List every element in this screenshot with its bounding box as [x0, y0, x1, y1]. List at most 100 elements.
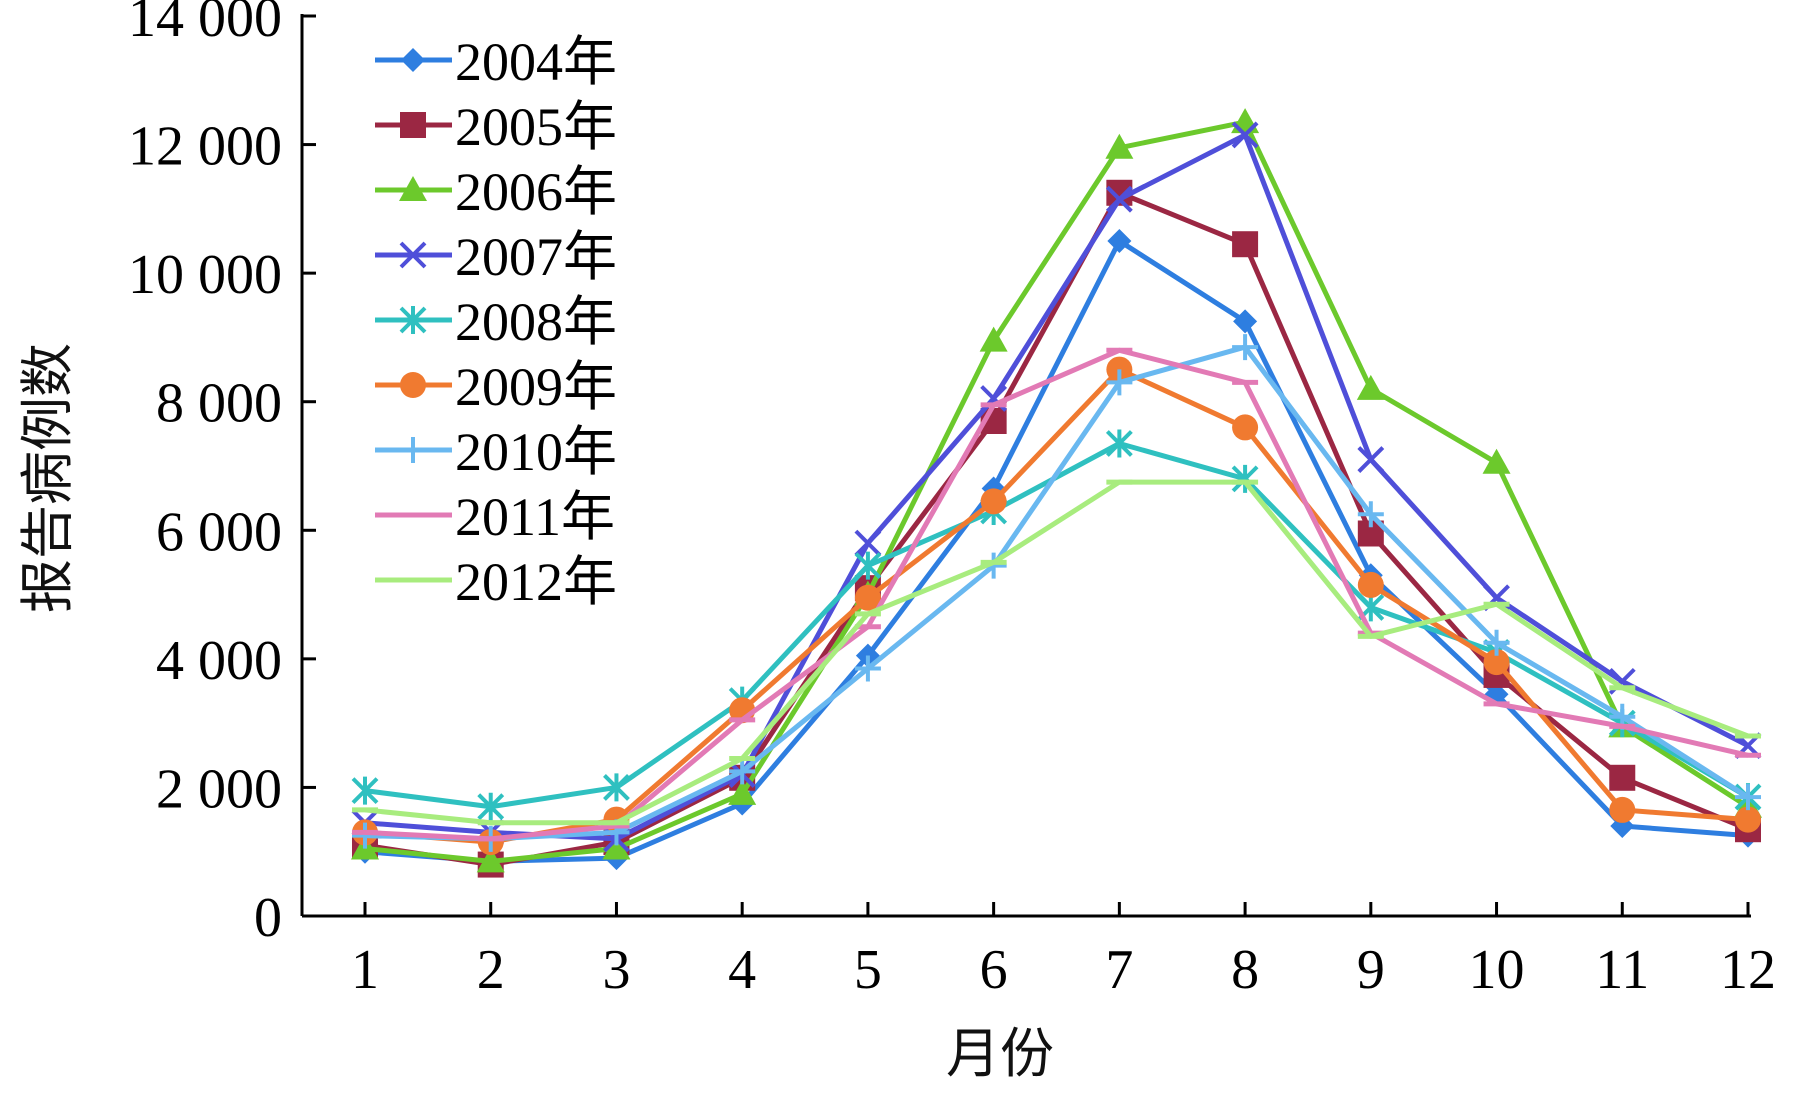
- legend-item: 2011年: [375, 487, 615, 547]
- legend-marker: [400, 112, 426, 138]
- legend-label: 2006年: [455, 162, 617, 222]
- data-point: [1107, 229, 1132, 253]
- data-point: [854, 584, 881, 611]
- data-point: [1482, 448, 1511, 474]
- x-tick-label: 10: [1469, 939, 1525, 1001]
- legend-label: 2011年: [455, 487, 615, 547]
- data-point: [1105, 133, 1134, 159]
- legend-marker: [399, 306, 427, 334]
- legend-item: 2006年: [375, 162, 617, 222]
- x-tick-label: 9: [1357, 939, 1385, 1001]
- data-point: [1735, 784, 1761, 811]
- data-point: [854, 655, 881, 682]
- legend-item: 2012年: [375, 552, 617, 612]
- x-tick-label: 11: [1595, 939, 1649, 1001]
- data-point: [854, 551, 882, 580]
- x-tick-label: 8: [1231, 939, 1259, 1001]
- data-point: [854, 529, 882, 557]
- y-tick-label: 12 000: [128, 116, 282, 178]
- data-point: [476, 847, 505, 873]
- x-tick-label: 4: [728, 939, 756, 1001]
- series-line: [364, 132, 1750, 842]
- y-tick-label: 4 000: [156, 630, 282, 692]
- x-tick-label: 1: [351, 939, 379, 1001]
- y-tick-label: 2 000: [156, 758, 282, 820]
- axes: [300, 14, 1751, 918]
- data-point: [979, 326, 1008, 352]
- data-point: [1609, 764, 1636, 791]
- x-tick-label: 2: [477, 939, 505, 1001]
- series-layer: [351, 108, 1762, 878]
- data-point: [1232, 231, 1259, 258]
- data-point: [1105, 185, 1133, 213]
- legend-item: 2004年: [375, 32, 617, 92]
- y-tick-label: 14 000: [128, 0, 282, 49]
- x-tick-label: 6: [980, 939, 1008, 1001]
- data-point: [1483, 649, 1510, 676]
- legend-marker: [399, 176, 427, 201]
- data-point: [1356, 374, 1385, 400]
- y-ticks: 0 2 000 4 000 6 000 8 000 10 000 12 000 14 000: [128, 0, 316, 949]
- series-line: [364, 238, 1749, 864]
- data-point: [1105, 429, 1133, 458]
- legend-label: 2008年: [455, 292, 617, 352]
- data-point: [1231, 464, 1259, 493]
- legend-label: 2012年: [455, 552, 617, 612]
- data-point: [1232, 414, 1259, 441]
- data-point: [1357, 571, 1384, 598]
- legend-label: 2004年: [455, 32, 617, 92]
- legend-marker: [401, 48, 425, 72]
- data-point: [1735, 806, 1761, 833]
- data-point: [602, 834, 631, 860]
- series-7: [352, 334, 1761, 852]
- data-point: [980, 488, 1007, 515]
- data-point: [728, 779, 757, 805]
- legend-label: 2005年: [455, 97, 617, 157]
- y-tick-label: 10 000: [128, 244, 282, 306]
- data-point: [1231, 121, 1259, 149]
- y-tick-label: 6 000: [156, 501, 282, 563]
- series-line: [364, 344, 1750, 842]
- data-point: [1357, 446, 1385, 473]
- data-point: [351, 776, 379, 805]
- data-point: [1232, 334, 1259, 361]
- series-line: [364, 479, 1749, 826]
- data-point: [352, 822, 378, 849]
- series-line: [364, 190, 1749, 868]
- legend-marker: [399, 241, 427, 269]
- series-line: [364, 347, 1749, 842]
- legend-item: 2007年: [375, 227, 617, 287]
- y-axis-title: 报告病例数: [16, 343, 79, 613]
- x-tick-label: 12: [1720, 939, 1776, 1001]
- legend-label: 2009年: [455, 357, 617, 417]
- legend-item: 2008年: [375, 292, 617, 352]
- data-point: [477, 792, 505, 821]
- data-point: [1233, 309, 1258, 334]
- data-point: [1357, 501, 1384, 528]
- x-tick-label: 7: [1105, 939, 1133, 1001]
- legend-marker: [400, 372, 426, 398]
- series-line: [364, 119, 1750, 864]
- legend-label: 2010年: [455, 422, 617, 482]
- legend-label: 2007年: [455, 227, 617, 287]
- y-tick-label: 8 000: [156, 373, 282, 435]
- legend-marker: [400, 437, 426, 463]
- x-ticks: 1 2 3 4 5 6 7 8 9 10 11 12: [351, 902, 1776, 1001]
- data-point: [729, 758, 756, 785]
- data-point: [1106, 369, 1133, 396]
- x-axis-title: 月份: [946, 1022, 1054, 1085]
- series-9: [352, 479, 1761, 826]
- data-point: [1609, 796, 1636, 823]
- legend-item: 2010年: [375, 422, 617, 482]
- x-tick-label: 3: [602, 939, 630, 1001]
- series-3: [351, 108, 1762, 873]
- y-tick-label: 0: [254, 887, 282, 949]
- legend-item: 2005年: [375, 97, 617, 157]
- legend: 2004年2005年2006年2007年2008年2009年2010年2011年…: [375, 32, 617, 612]
- data-point: [1483, 629, 1510, 656]
- data-point: [1231, 108, 1260, 134]
- data-point: [603, 773, 630, 802]
- x-tick-label: 5: [854, 939, 882, 1001]
- legend-item: 2009年: [375, 357, 617, 417]
